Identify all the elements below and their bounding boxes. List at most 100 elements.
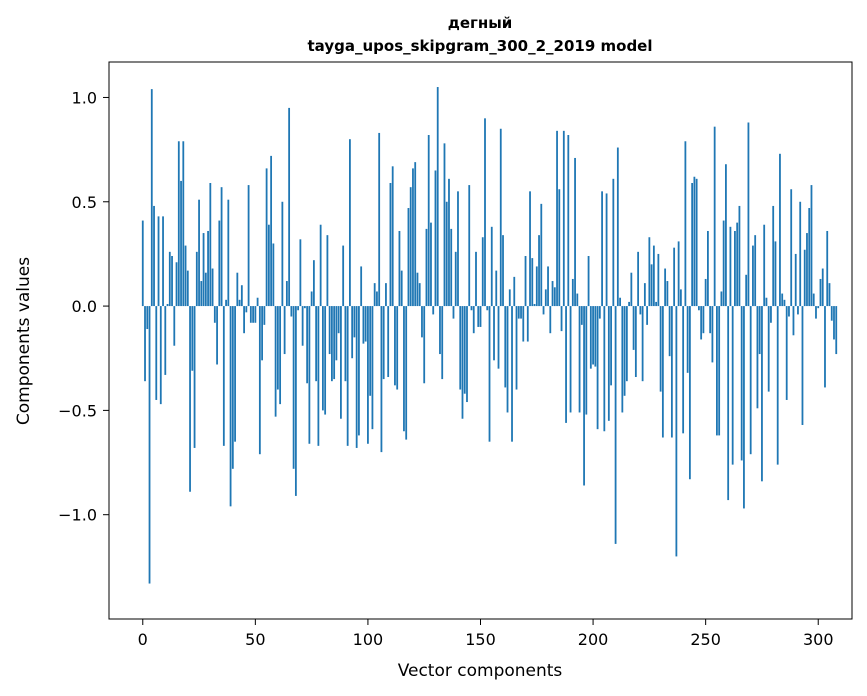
bar-170 bbox=[524, 256, 527, 307]
bar-65 bbox=[288, 107, 291, 307]
bar-293 bbox=[801, 306, 804, 425]
bar-187 bbox=[562, 130, 565, 307]
bar-82 bbox=[326, 235, 329, 307]
x-tick-label: 250 bbox=[690, 630, 721, 649]
bar-168 bbox=[520, 306, 522, 319]
y-tick-label: 0.5 bbox=[72, 193, 97, 212]
bar-287 bbox=[788, 306, 790, 317]
bar-7 bbox=[157, 216, 160, 307]
bar-212 bbox=[619, 297, 621, 307]
bar-154 bbox=[488, 306, 491, 442]
bar-294 bbox=[803, 249, 806, 307]
bar-18 bbox=[182, 141, 185, 307]
bar-88 bbox=[340, 306, 342, 419]
bar-210 bbox=[614, 306, 617, 544]
y-axis-ticks: −1.0 −0.5 0.0 0.5 1.0 bbox=[58, 88, 109, 525]
bar-216 bbox=[628, 301, 630, 307]
plot-frame bbox=[108, 61, 853, 620]
bar-12 bbox=[168, 251, 171, 307]
bar-219 bbox=[634, 306, 637, 378]
bar-123 bbox=[418, 283, 421, 307]
bar-145 bbox=[468, 185, 471, 307]
bar-236 bbox=[673, 247, 676, 307]
bar-126 bbox=[425, 228, 428, 307]
bar-276 bbox=[763, 224, 766, 307]
bar-57 bbox=[270, 155, 273, 307]
bar-215 bbox=[625, 306, 628, 382]
bar-28 bbox=[204, 272, 207, 307]
bar-197 bbox=[585, 306, 588, 415]
bar-48 bbox=[249, 306, 252, 323]
bar-243 bbox=[688, 306, 691, 480]
bar-221 bbox=[639, 306, 642, 315]
bar-252 bbox=[709, 306, 712, 334]
bar-98 bbox=[362, 306, 365, 344]
bar-10 bbox=[164, 306, 167, 375]
bar-107 bbox=[382, 306, 385, 380]
bar-235 bbox=[670, 306, 673, 438]
bar-60 bbox=[276, 306, 279, 390]
bar-110 bbox=[389, 183, 392, 307]
bar-184 bbox=[556, 130, 558, 307]
bar-195 bbox=[580, 306, 583, 325]
bar-124 bbox=[421, 306, 423, 338]
bar-200 bbox=[592, 306, 594, 365]
bar-93 bbox=[351, 306, 354, 359]
y-tick-label: 0.0 bbox=[72, 297, 97, 316]
bar-103 bbox=[373, 283, 376, 307]
x-tick-label: 50 bbox=[245, 630, 265, 649]
bar-109 bbox=[387, 306, 390, 378]
bar-133 bbox=[441, 306, 444, 380]
bar-4 bbox=[150, 89, 153, 307]
bar-167 bbox=[517, 306, 520, 319]
bar-72 bbox=[303, 306, 306, 309]
bar-6 bbox=[155, 306, 158, 400]
bar-38 bbox=[227, 199, 230, 307]
bar-254 bbox=[713, 126, 716, 307]
bar-81 bbox=[324, 306, 327, 415]
bar-27 bbox=[202, 233, 205, 307]
bar-161 bbox=[504, 306, 507, 388]
bar-149 bbox=[477, 306, 480, 327]
bar-41 bbox=[234, 306, 236, 442]
bar-279 bbox=[770, 306, 772, 323]
bar-159 bbox=[499, 128, 502, 307]
bar-193 bbox=[576, 293, 579, 307]
bar-58 bbox=[272, 243, 275, 307]
bar-151 bbox=[481, 237, 484, 307]
bar-278 bbox=[767, 306, 770, 392]
bar-171 bbox=[526, 306, 529, 342]
bar-241 bbox=[684, 141, 687, 307]
bar-158 bbox=[497, 306, 500, 369]
bar-104 bbox=[376, 291, 378, 307]
bar-9 bbox=[162, 216, 164, 307]
bar-186 bbox=[560, 306, 563, 332]
bar-238 bbox=[677, 241, 680, 307]
bar-226 bbox=[650, 264, 653, 307]
bar-86 bbox=[335, 306, 338, 361]
bar-291 bbox=[797, 306, 799, 315]
bar-177 bbox=[540, 203, 543, 307]
bar-234 bbox=[668, 306, 671, 357]
bar-233 bbox=[666, 281, 669, 307]
bar-183 bbox=[553, 287, 556, 307]
bar-164 bbox=[511, 306, 513, 442]
chart-title-line2: tayga_upos_skipgram_300_2_2019 model bbox=[308, 37, 653, 55]
bar-305 bbox=[828, 283, 831, 307]
bar-231 bbox=[661, 306, 664, 438]
bar-45 bbox=[243, 306, 245, 334]
bar-198 bbox=[587, 256, 590, 307]
bar-116 bbox=[403, 306, 405, 432]
bar-249 bbox=[702, 306, 705, 334]
bar-79 bbox=[319, 224, 322, 307]
bar-257 bbox=[720, 291, 723, 307]
bar-299 bbox=[815, 306, 817, 319]
bar-21 bbox=[189, 306, 191, 492]
bar-16 bbox=[177, 141, 180, 307]
bar-188 bbox=[565, 306, 567, 423]
bar-134 bbox=[443, 143, 446, 307]
bar-255 bbox=[716, 306, 718, 436]
bar-290 bbox=[794, 253, 797, 307]
bar-87 bbox=[337, 306, 340, 334]
bar-284 bbox=[781, 293, 784, 307]
